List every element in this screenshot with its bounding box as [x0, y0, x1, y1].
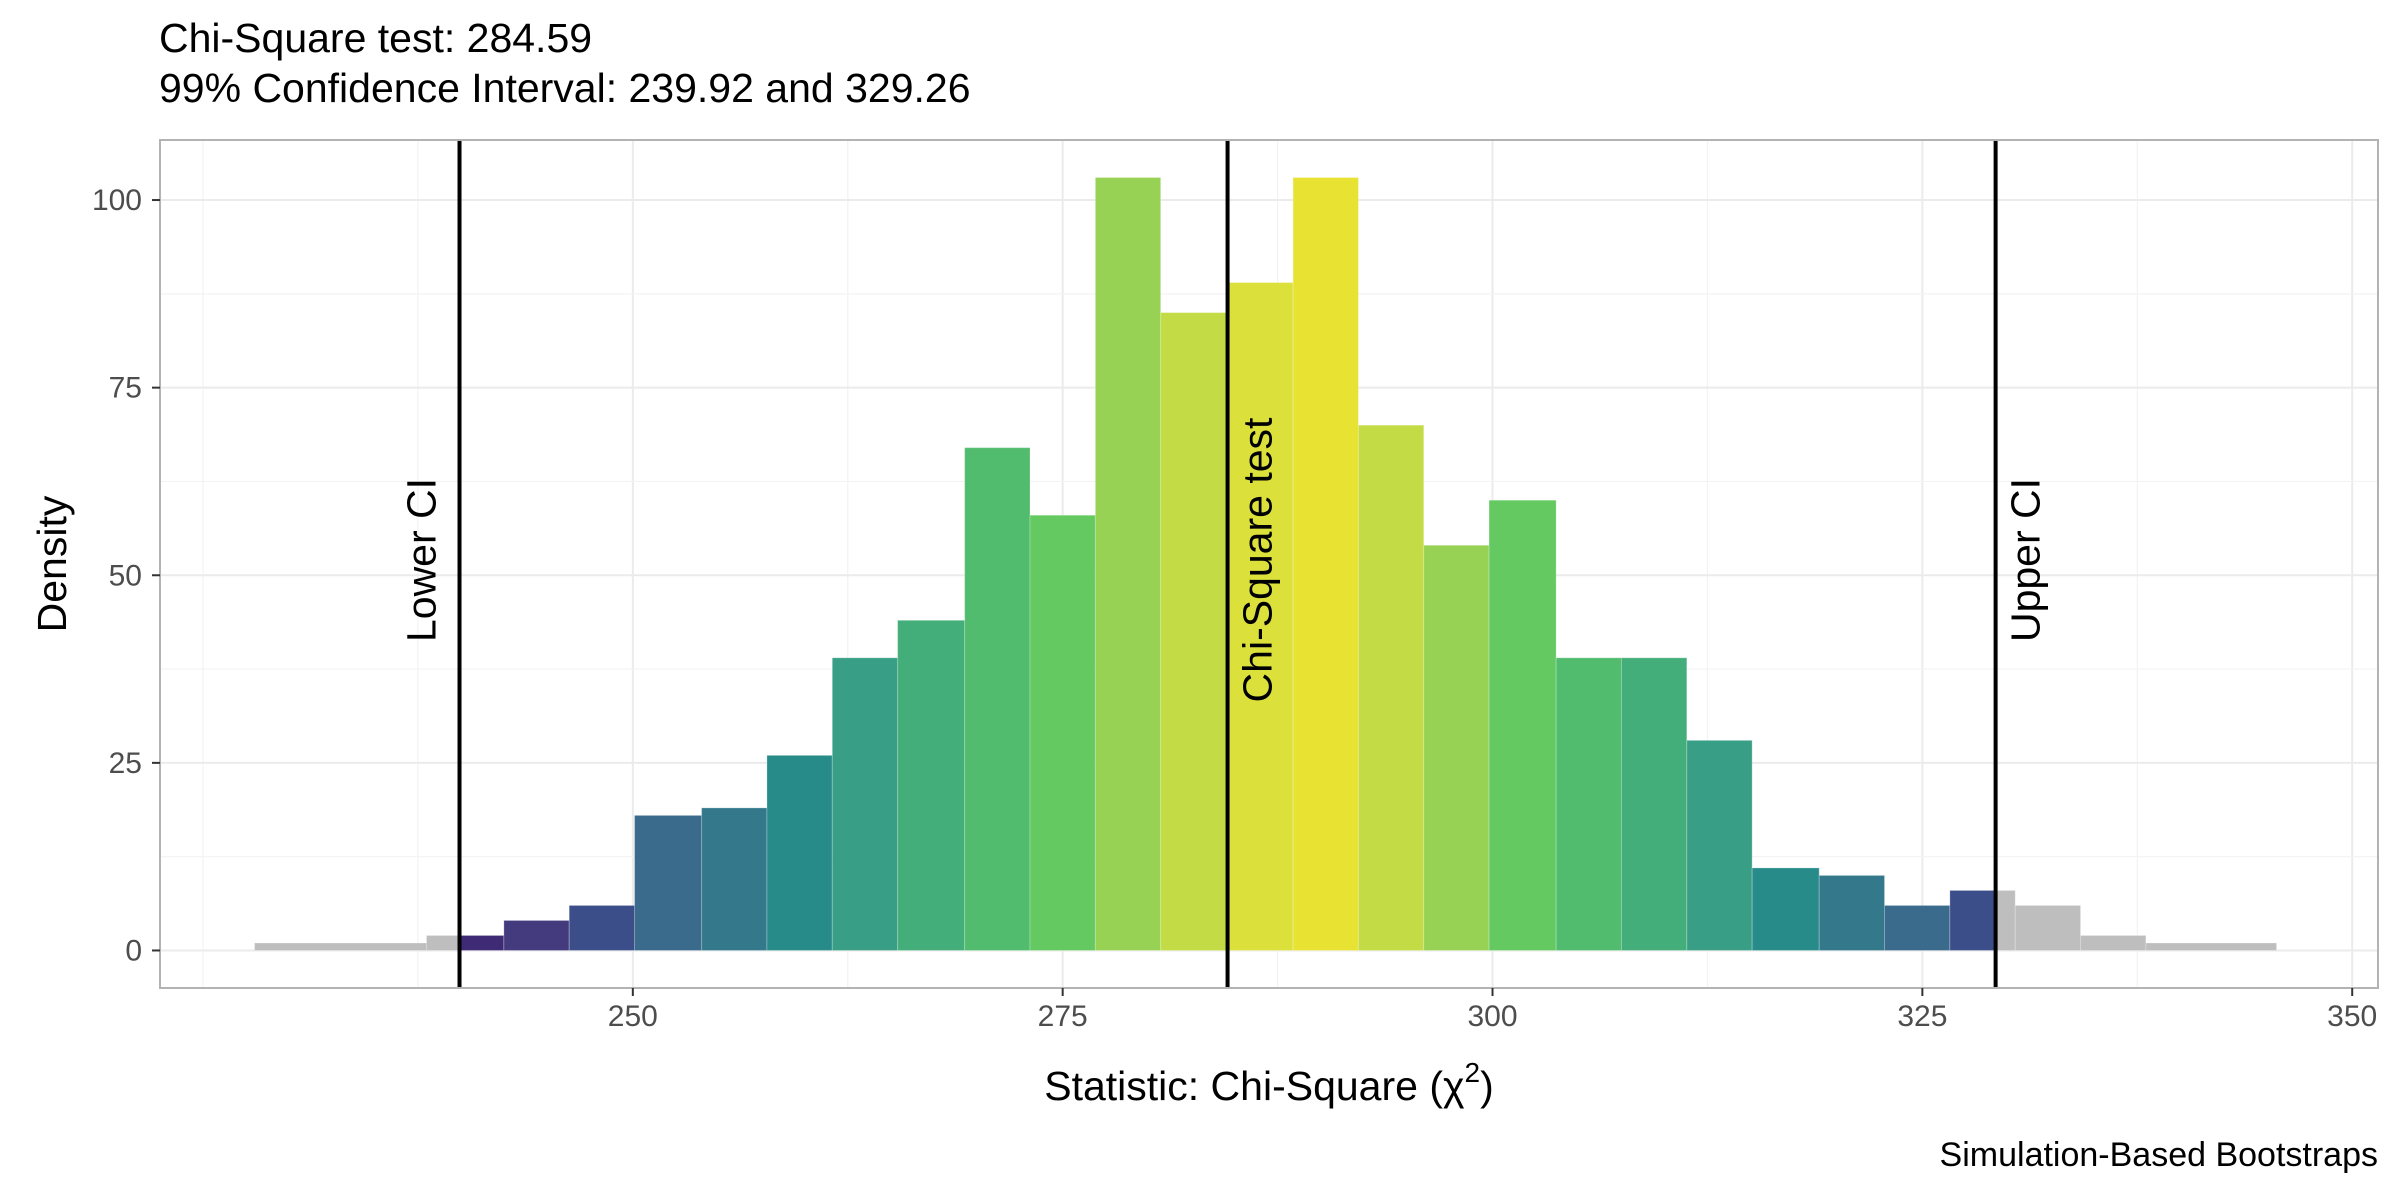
histogram-bar: [2014, 904, 2082, 951]
x-axis-title-main: Statistic: Chi-Square (: [1044, 1063, 1443, 1109]
reference-lines: Lower CI Chi-Square test Upper CI: [399, 140, 2049, 988]
histogram-bar: [1751, 867, 1820, 951]
y-tick-label: 100: [92, 184, 142, 217]
histogram-bars: [254, 177, 2278, 951]
histogram-bar: [426, 934, 462, 951]
chart-title: Chi-Square test: 284.59: [159, 15, 593, 61]
histogram-bar: [766, 754, 833, 951]
histogram-bar: [964, 447, 1031, 951]
y-tick-label: 50: [109, 559, 142, 592]
histogram-bar: [1620, 657, 1688, 951]
x-axis-title-close: ): [1480, 1063, 1494, 1109]
chart-caption: Simulation-Based Bootstraps: [1939, 1136, 2378, 1174]
y-tick-label: 75: [109, 372, 142, 405]
histogram-bar: [1555, 657, 1622, 951]
chart-subtitle: 99% Confidence Interval: 239.92 and 329.…: [159, 65, 971, 111]
histogram-bar: [503, 919, 570, 951]
vline-label: Upper CI: [2003, 478, 2049, 642]
histogram-bar: [1227, 282, 1294, 951]
x-tick-label: 300: [1467, 1000, 1517, 1033]
x-axis-title-superscript: 2: [1465, 1057, 1481, 1088]
histogram-bar: [1094, 177, 1162, 951]
histogram-bar: [1686, 739, 1753, 951]
x-tick-label: 325: [1897, 1000, 1947, 1033]
histogram-bar: [1818, 874, 1886, 951]
histogram-bar: [1995, 889, 2016, 951]
histogram-bar: [254, 942, 428, 951]
axes: 250 275 300 325 350 0 25 50 75 100: [92, 184, 2377, 1033]
histogram-bar: [1160, 312, 1229, 951]
y-tick-label: 0: [125, 934, 142, 967]
histogram-bar: [831, 657, 899, 951]
y-axis-title: Density: [29, 495, 75, 632]
vline-label: Chi-Square test: [1235, 417, 1281, 702]
histogram-bar: [1949, 889, 1997, 951]
histogram-bar: [1357, 424, 1425, 951]
histogram-bar: [2145, 942, 2278, 951]
panel-border: [159, 139, 2379, 989]
histogram-bar: [1029, 514, 1096, 951]
histogram-bar: [1488, 499, 1557, 951]
x-tick-label: 350: [2327, 1000, 2377, 1033]
x-tick-label: 250: [608, 1000, 658, 1033]
x-axis-title: Statistic: Chi-Square (χ2): [1044, 1057, 1494, 1109]
histogram-bar: [2080, 934, 2147, 951]
histogram-bar: [634, 814, 703, 951]
histogram-bar: [897, 619, 966, 951]
x-axis-title-symbol: χ: [1443, 1063, 1465, 1109]
histogram-bar: [568, 904, 636, 951]
vline-label: Lower CI: [399, 478, 445, 642]
histogram-bar: [1292, 177, 1359, 951]
histogram-bar: [460, 934, 505, 951]
y-tick-label: 25: [109, 747, 142, 780]
x-tick-label: 275: [1038, 1000, 1088, 1033]
histogram-bar: [701, 807, 768, 951]
histogram-bar: [1884, 904, 1951, 951]
histogram-bar: [1423, 544, 1490, 951]
